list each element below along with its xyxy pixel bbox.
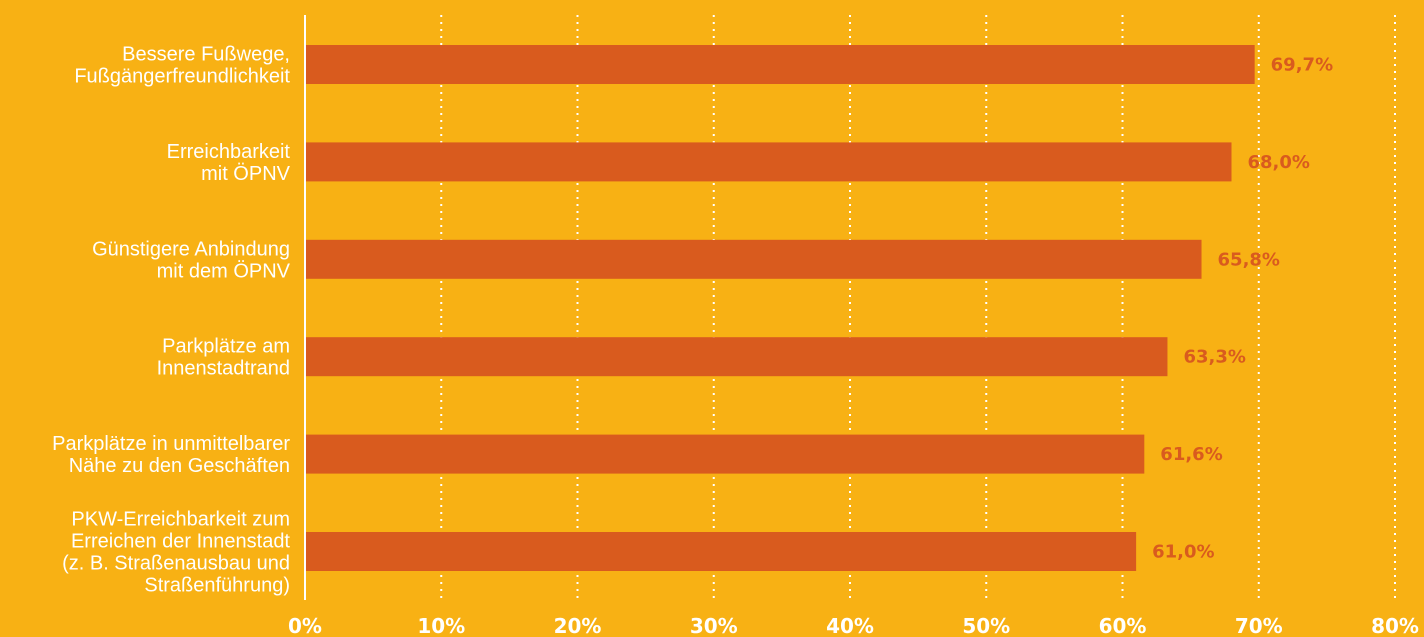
bar-1 — [305, 142, 1232, 182]
bars — [305, 45, 1255, 571]
value-label-3: 63,3% — [1183, 347, 1245, 368]
category-label-2-line-1: mit dem ÖPNV — [157, 260, 291, 282]
value-label-1: 68,0% — [1248, 152, 1310, 173]
x-tick-label-80: 80% — [1371, 614, 1419, 637]
category-label-2-line-0: Günstigere Anbindung — [92, 238, 290, 260]
x-tick-label-0: 0% — [288, 614, 322, 637]
category-label-4-line-1: Nähe zu den Geschäften — [69, 455, 290, 477]
bar-0 — [305, 45, 1255, 84]
category-label-5-line-2: (z. B. Straßenausbau und — [62, 553, 290, 575]
x-tick-label-10: 10% — [417, 614, 465, 637]
value-label-5: 61,0% — [1152, 542, 1214, 563]
bar-3 — [305, 337, 1168, 377]
bar-2 — [305, 239, 1202, 279]
category-label-1-line-0: Erreichbarkeit — [167, 141, 291, 163]
grid-lines — [440, 15, 1396, 600]
category-label-3-line-0: Parkplätze am — [162, 336, 290, 358]
bar-4 — [305, 434, 1145, 474]
x-tick-label-70: 70% — [1235, 614, 1283, 637]
x-tick-label-50: 50% — [962, 614, 1010, 637]
category-label-5-line-3: Straßenführung) — [144, 575, 290, 597]
category-label-0-line-1: Fußgängerfreundlichkeit — [74, 66, 290, 88]
bar-5 — [305, 532, 1137, 571]
category-label-5-line-0: PKW-Erreichbarkeit zum — [71, 509, 290, 531]
category-label-3-line-1: Innenstadtrand — [157, 358, 290, 380]
labels: 0% 10% 20% 30% 40% 50% 60% 70% 80% 69,7% Bessere F… — [52, 44, 1419, 637]
category-label-1-line-1: mit ÖPNV — [201, 163, 291, 185]
value-label-4: 61,6% — [1160, 444, 1222, 465]
category-label-5-line-1: Erreichen der Innenstadt — [71, 531, 290, 553]
x-tick-label-40: 40% — [826, 614, 874, 637]
x-tick-label-30: 30% — [690, 614, 738, 637]
x-tick-label-20: 20% — [554, 614, 602, 637]
category-label-0-line-0: Bessere Fußwege, — [122, 44, 290, 66]
x-tick-label-60: 60% — [1099, 614, 1147, 637]
category-label-4-line-0: Parkplätze in unmittelbarer — [52, 433, 290, 455]
value-label-0: 69,7% — [1271, 55, 1333, 76]
value-label-2: 65,8% — [1218, 249, 1280, 270]
